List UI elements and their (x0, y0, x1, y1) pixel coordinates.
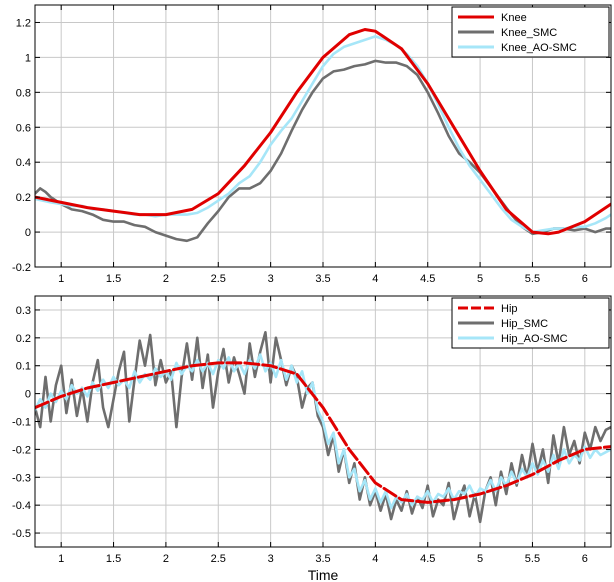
x-tick-label: 2 (163, 553, 169, 565)
series-group (35, 330, 611, 524)
series-line-hip (35, 361, 611, 504)
series-line-knee-smc (35, 59, 611, 243)
legend-label: Hip_SMC (501, 318, 548, 330)
legend-label: Knee_AO-SMC (501, 42, 577, 54)
x-tick-label: 1 (58, 553, 64, 565)
y-tick-label: 0.6 (16, 122, 31, 134)
x-tick-label: 3 (268, 273, 274, 285)
x-tick-label: 5 (477, 273, 483, 285)
x-tick-label: 4.5 (420, 553, 435, 565)
x-tick-label: 2.5 (211, 273, 226, 285)
y-tick-label: 0 (25, 227, 31, 239)
x-tick-label: 1 (58, 273, 64, 285)
x-tick-label: 1.5 (106, 273, 121, 285)
y-tick-label: 0.2 (16, 333, 31, 345)
legend-label: Hip (501, 303, 518, 315)
y-tick-label: -0.1 (12, 417, 31, 429)
y-tick-label: 0.1 (16, 361, 31, 373)
x-tick-label: 2.5 (211, 553, 226, 565)
x-axis-label: Time (308, 567, 339, 582)
y-tick-label: 0 (25, 389, 31, 401)
series-line-hip-ao-smc (35, 353, 611, 510)
legend: Knee Knee_SMC Knee_AO-SMC (451, 6, 610, 58)
y-tick-label: 1 (25, 52, 31, 64)
hip-chart: 1 1.5 2 2.5 3 3.5 4 4.5 5 5.5 6 -0.5 -0.4 -0.3 -0.2 -0.… (12, 295, 612, 565)
legend-label: Knee_SMC (501, 27, 557, 39)
series-group (35, 28, 611, 243)
x-tick-label: 4 (372, 273, 378, 285)
x-tick-label: 3.5 (315, 553, 330, 565)
knee-chart: 1 1.5 2 2.5 3 3.5 4 4.5 5 5.5 6 -0.2 0 0.2 0.4 0.6 0.8 1 1… (12, 4, 612, 285)
legend-label: Knee (501, 12, 527, 24)
x-tick-label: 2 (163, 273, 169, 285)
y-tick-label: -0.2 (12, 444, 31, 456)
y-tick-label: 0.8 (16, 87, 31, 99)
series-line-knee (35, 28, 611, 236)
y-tick-label: 0.2 (16, 192, 31, 204)
legend-label: Hip_AO-SMC (501, 333, 568, 345)
x-tick-label: 6 (582, 273, 588, 285)
x-tick-label: 5 (477, 553, 483, 565)
y-tick-label: -0.2 (12, 262, 31, 274)
x-tick-label: 5.5 (525, 553, 540, 565)
x-tick-label: 3.5 (315, 273, 330, 285)
x-tick-label: 1.5 (106, 553, 121, 565)
y-tick-label: 0.3 (16, 305, 31, 317)
y-tick-label: -0.4 (12, 500, 31, 512)
y-tick-label: 0.4 (16, 157, 31, 169)
x-tick-label: 4.5 (420, 273, 435, 285)
y-tick-label: 1.2 (16, 17, 31, 29)
y-tick-label: -0.3 (12, 472, 31, 484)
x-tick-label: 6 (582, 553, 588, 565)
x-tick-label: 4 (372, 553, 378, 565)
x-tick-label: 5.5 (525, 273, 540, 285)
legend: Hip Hip_SMC Hip_AO-SMC (451, 297, 610, 349)
x-tick-label: 3 (268, 553, 274, 565)
y-tick-label: -0.5 (12, 528, 31, 540)
